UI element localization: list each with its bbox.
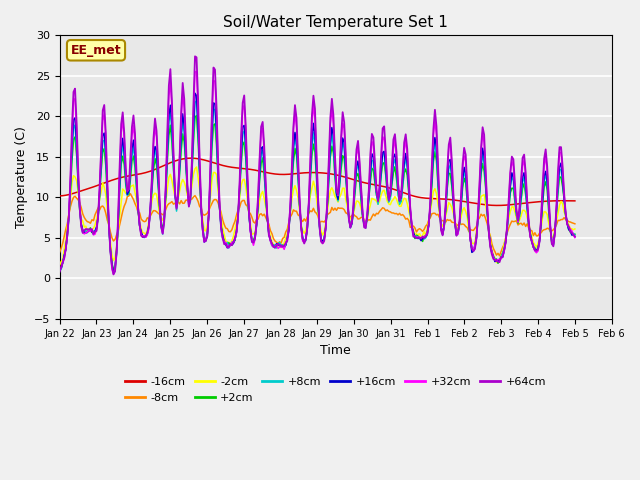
Y-axis label: Temperature (C): Temperature (C) bbox=[15, 126, 28, 228]
+32cm bbox=[109, 271, 117, 277]
+32cm bbox=[212, 110, 220, 116]
-16cm bbox=[571, 198, 579, 204]
+64cm bbox=[171, 188, 179, 194]
-16cm bbox=[479, 202, 486, 207]
+8cm bbox=[486, 241, 494, 247]
Line: +2cm: +2cm bbox=[60, 116, 575, 270]
Title: Soil/Water Temperature Set 1: Soil/Water Temperature Set 1 bbox=[223, 15, 448, 30]
-16cm bbox=[211, 160, 219, 166]
+32cm bbox=[193, 68, 200, 74]
-2cm bbox=[170, 186, 177, 192]
+8cm bbox=[62, 246, 70, 252]
+64cm bbox=[571, 233, 579, 239]
Line: +64cm: +64cm bbox=[60, 56, 575, 275]
-8cm bbox=[485, 228, 493, 234]
+64cm bbox=[62, 246, 70, 252]
+32cm bbox=[56, 267, 63, 273]
Line: +8cm: +8cm bbox=[60, 101, 575, 273]
+32cm bbox=[348, 219, 356, 225]
+64cm bbox=[109, 272, 117, 277]
+64cm bbox=[191, 53, 199, 59]
-8cm bbox=[496, 253, 504, 259]
+16cm bbox=[56, 265, 63, 271]
-8cm bbox=[62, 226, 70, 232]
+16cm bbox=[171, 190, 179, 195]
+16cm bbox=[191, 90, 199, 96]
+64cm bbox=[480, 132, 488, 138]
X-axis label: Time: Time bbox=[320, 344, 351, 357]
+64cm bbox=[348, 220, 356, 226]
-8cm bbox=[127, 191, 134, 197]
Line: -8cm: -8cm bbox=[60, 194, 575, 256]
+16cm bbox=[62, 247, 70, 252]
+16cm bbox=[109, 270, 117, 276]
Line: -16cm: -16cm bbox=[60, 158, 575, 205]
+16cm bbox=[212, 128, 220, 134]
-2cm bbox=[56, 262, 63, 268]
-16cm bbox=[170, 159, 177, 165]
+64cm bbox=[212, 104, 220, 110]
Text: EE_met: EE_met bbox=[70, 44, 122, 57]
-2cm bbox=[479, 192, 486, 198]
+2cm bbox=[348, 221, 356, 227]
+8cm bbox=[212, 133, 220, 139]
+2cm bbox=[486, 243, 494, 249]
+2cm bbox=[212, 142, 220, 148]
-2cm bbox=[211, 170, 219, 176]
-8cm bbox=[479, 213, 486, 219]
-2cm bbox=[346, 216, 354, 222]
Line: -2cm: -2cm bbox=[60, 167, 575, 265]
+8cm bbox=[56, 268, 63, 274]
+32cm bbox=[486, 243, 494, 249]
-16cm bbox=[62, 192, 70, 198]
+64cm bbox=[56, 269, 63, 275]
+16cm bbox=[480, 154, 488, 159]
+32cm bbox=[171, 189, 179, 195]
+16cm bbox=[348, 220, 356, 226]
-2cm bbox=[193, 164, 200, 170]
+32cm bbox=[62, 246, 70, 252]
+2cm bbox=[480, 168, 488, 174]
+8cm bbox=[348, 222, 356, 228]
Line: +32cm: +32cm bbox=[60, 71, 575, 274]
-2cm bbox=[485, 226, 493, 232]
-8cm bbox=[346, 215, 354, 220]
-8cm bbox=[211, 197, 219, 203]
Legend: -16cm, -8cm, -2cm, +2cm, +8cm, +16cm, +32cm, +64cm: -16cm, -8cm, -2cm, +2cm, +8cm, +16cm, +3… bbox=[121, 373, 550, 407]
-2cm bbox=[571, 226, 579, 232]
-2cm bbox=[62, 237, 70, 243]
-8cm bbox=[56, 250, 63, 255]
Line: +16cm: +16cm bbox=[60, 93, 575, 273]
+2cm bbox=[109, 267, 117, 273]
+32cm bbox=[480, 140, 488, 145]
+64cm bbox=[486, 244, 494, 250]
-16cm bbox=[56, 193, 63, 199]
+32cm bbox=[571, 235, 579, 240]
-16cm bbox=[346, 176, 354, 181]
+2cm bbox=[193, 113, 200, 119]
+2cm bbox=[571, 231, 579, 237]
-16cm bbox=[186, 155, 194, 161]
+2cm bbox=[56, 267, 63, 273]
+2cm bbox=[171, 192, 179, 198]
+8cm bbox=[571, 232, 579, 238]
-16cm bbox=[485, 202, 493, 208]
+8cm bbox=[109, 270, 117, 276]
+8cm bbox=[171, 193, 179, 199]
-8cm bbox=[571, 221, 579, 227]
-16cm bbox=[494, 203, 502, 208]
+16cm bbox=[486, 241, 494, 247]
+8cm bbox=[480, 161, 488, 167]
-8cm bbox=[171, 201, 179, 206]
+16cm bbox=[571, 234, 579, 240]
+8cm bbox=[193, 98, 200, 104]
+2cm bbox=[62, 245, 70, 251]
